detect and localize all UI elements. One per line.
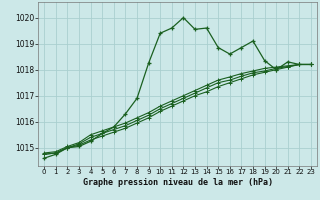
X-axis label: Graphe pression niveau de la mer (hPa): Graphe pression niveau de la mer (hPa) — [83, 178, 273, 187]
